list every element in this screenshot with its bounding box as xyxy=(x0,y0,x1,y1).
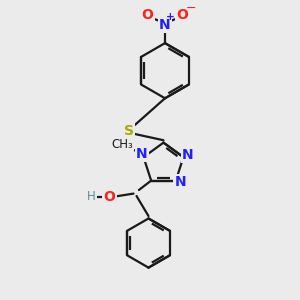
Text: +: + xyxy=(166,12,175,22)
Text: N: N xyxy=(136,146,148,161)
Text: N: N xyxy=(175,175,186,189)
Text: O: O xyxy=(103,190,116,204)
Text: −: − xyxy=(185,2,196,15)
Text: S: S xyxy=(124,124,134,138)
Text: O: O xyxy=(142,8,154,22)
Text: H: H xyxy=(87,190,96,203)
Text: N: N xyxy=(182,148,194,162)
Text: N: N xyxy=(159,17,171,32)
Text: CH₃: CH₃ xyxy=(111,138,133,151)
Text: O: O xyxy=(176,8,188,22)
